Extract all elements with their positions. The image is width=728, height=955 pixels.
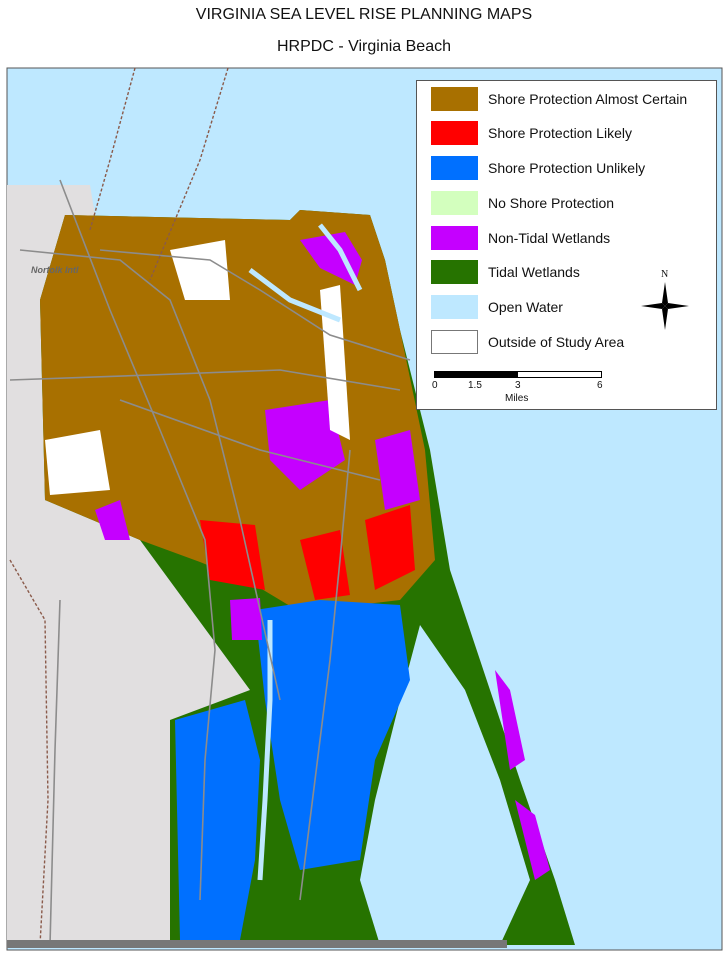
legend-label: Shore Protection Likely	[488, 124, 632, 141]
legend-item: Non-Tidal Wetlands	[431, 225, 610, 250]
legend-swatch	[431, 190, 478, 215]
outside-study-area-patch	[320, 285, 350, 440]
legend-label: Open Water	[488, 298, 563, 315]
railroads	[9, 67, 229, 946]
shore-protection-likely-area	[365, 505, 415, 590]
non-tidal-wetlands-area	[265, 400, 345, 490]
legend-item: Tidal Wetlands	[431, 259, 580, 284]
outside-land	[7, 185, 250, 945]
non-tidal-wetlands-area	[95, 500, 130, 540]
scale-tick: 1.5	[468, 380, 482, 391]
legend-label: Tidal Wetlands	[488, 263, 580, 280]
non-tidal-wetlands-area	[515, 800, 550, 880]
back-bay-water	[360, 625, 530, 945]
legend-label: No Shore Protection	[488, 194, 615, 211]
legend-item: Open Water	[431, 294, 563, 319]
outside-study-area-patch	[170, 240, 230, 300]
legend-swatch	[431, 86, 478, 111]
legend: Shore Protection Almost Certain Shore Pr…	[416, 80, 717, 410]
shore-protection-unlikely-area	[255, 600, 410, 870]
compass-rose-icon	[641, 282, 689, 330]
outside-study-area-patch	[45, 430, 110, 495]
legend-label: Outside of Study Area	[488, 333, 625, 350]
legend-item: Outside of Study Area	[431, 329, 624, 354]
scale-tick: 3	[515, 380, 521, 391]
airport-label: Norfolk Intl	[31, 265, 79, 275]
non-tidal-wetlands-area	[300, 232, 362, 285]
legend-item: Shore Protection Almost Certain	[431, 86, 687, 111]
map-title: VIRGINIA SEA LEVEL RISE PLANNING MAPS	[195, 6, 533, 23]
map-subtitle: HRPDC - Virginia Beach	[277, 38, 451, 55]
legend-label: Non-Tidal Wetlands	[488, 229, 611, 246]
legend-label: Shore Protection Unlikely	[488, 159, 646, 176]
legend-item: Shore Protection Likely	[431, 120, 632, 145]
scale-unit: Miles	[505, 393, 529, 404]
scale-tick: 0	[432, 380, 438, 391]
legend-swatch	[431, 294, 478, 319]
shore-protection-unlikely-area	[175, 700, 260, 940]
bottom-strip	[7, 940, 507, 948]
non-tidal-wetlands-area	[495, 670, 525, 770]
north-label: N	[661, 269, 669, 280]
scale-tick: 6	[597, 380, 603, 391]
non-tidal-wetlands-area	[375, 430, 420, 510]
non-tidal-wetlands-area	[230, 598, 262, 640]
legend-swatch	[431, 329, 478, 354]
legend-item: No Shore Protection	[431, 190, 614, 215]
legend-label: Shore Protection Almost Certain	[488, 90, 688, 107]
scale-bar	[434, 371, 602, 378]
legend-swatch	[431, 259, 478, 284]
roads	[9, 179, 411, 946]
creek-water	[248, 223, 363, 881]
legend-swatch	[431, 120, 478, 145]
legend-swatch	[431, 225, 478, 250]
shore-protection-likely-area	[200, 520, 265, 590]
legend-swatch	[431, 155, 478, 180]
legend-item: Shore Protection Unlikely	[431, 155, 645, 180]
